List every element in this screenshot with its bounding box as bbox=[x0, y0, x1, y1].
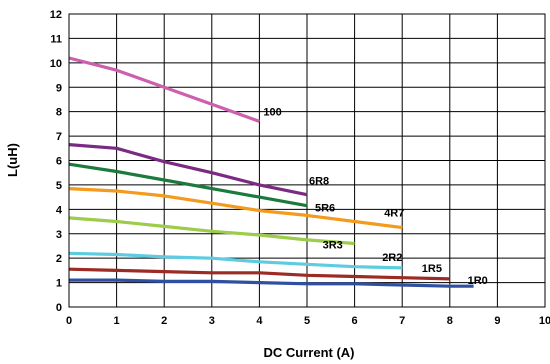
series-label-100: 100 bbox=[263, 106, 281, 118]
y-tick-label: 0 bbox=[56, 302, 62, 314]
series-line-1R5 bbox=[68, 267, 450, 281]
y-tick-label: 4 bbox=[56, 204, 63, 216]
series-label-4R7: 4R7 bbox=[384, 208, 404, 220]
x-tick-label: 5 bbox=[304, 315, 310, 327]
series-label-5R6: 5R6 bbox=[315, 203, 335, 215]
series-line-100 bbox=[68, 56, 260, 123]
x-tick-label: 9 bbox=[494, 315, 500, 327]
x-axis-title: DC Current (A) bbox=[264, 345, 355, 360]
x-tick-label: 6 bbox=[352, 315, 358, 327]
series-label-3R3: 3R3 bbox=[323, 240, 343, 252]
y-tick-label: 6 bbox=[56, 156, 62, 168]
y-tick-label: 12 bbox=[50, 9, 62, 21]
x-tick-label: 7 bbox=[399, 315, 405, 327]
series-labels: 100 6R8 5R6 4R7 3R3 2R2 1R5 1R0 bbox=[263, 106, 487, 287]
x-tick-label: 2 bbox=[161, 315, 167, 327]
y-tick-label: 2 bbox=[56, 253, 62, 265]
series-lines bbox=[68, 56, 474, 288]
series-line-5R6 bbox=[68, 162, 308, 208]
y-tick-label: 3 bbox=[56, 229, 62, 241]
x-tick-label: 1 bbox=[114, 315, 120, 327]
series-label-1R0: 1R0 bbox=[468, 275, 488, 287]
series-line-6R8 bbox=[68, 143, 308, 197]
y-tick-label: 11 bbox=[50, 33, 62, 45]
y-tick-label: 5 bbox=[56, 180, 62, 192]
series-label-1R5: 1R5 bbox=[422, 263, 442, 275]
y-tick-label: 7 bbox=[56, 131, 62, 143]
series-line-3R3 bbox=[68, 216, 355, 246]
series-line-4R7 bbox=[68, 187, 403, 230]
series-line-2R2 bbox=[68, 251, 403, 270]
x-tick-label: 3 bbox=[209, 315, 215, 327]
series-label-6R8: 6R8 bbox=[309, 176, 329, 188]
series-label-2R2: 2R2 bbox=[382, 252, 402, 264]
axes bbox=[68, 13, 546, 308]
x-tick-label: 0 bbox=[66, 315, 72, 327]
x-tick-label: 10 bbox=[539, 315, 550, 327]
y-tick-label: 10 bbox=[50, 58, 62, 70]
x-tick-label: 4 bbox=[256, 315, 263, 327]
plot-frame bbox=[68, 13, 546, 308]
series-line-1R0 bbox=[69, 278, 474, 288]
y-tick-label: 9 bbox=[56, 82, 62, 94]
y-tick-label: 8 bbox=[56, 107, 62, 119]
y-tick-label: 1 bbox=[56, 278, 62, 290]
y-axis-title: L(uH) bbox=[5, 143, 20, 177]
x-tick-label: 8 bbox=[447, 315, 453, 327]
